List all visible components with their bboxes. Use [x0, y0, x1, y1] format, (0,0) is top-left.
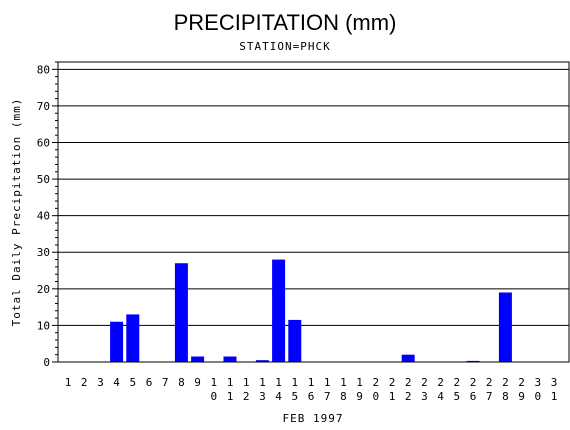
y-tick-label: 0: [43, 356, 50, 369]
x-tick-label: 0: [210, 390, 217, 403]
x-tick-label: 9: [194, 376, 201, 389]
y-tick-label: 30: [37, 246, 50, 259]
x-axis-label: FEB 1997: [283, 412, 344, 425]
x-tick-label: 0: [372, 390, 379, 403]
y-tick-label: 20: [37, 283, 50, 296]
x-tick-label: 1: [65, 376, 72, 389]
bar: [401, 354, 415, 362]
y-tick-label: 80: [37, 63, 50, 76]
x-tick-label: 1: [210, 376, 217, 389]
x-tick-label: 2: [486, 376, 493, 389]
bar: [288, 319, 302, 362]
chart-subtitle: STATION=PHCK: [239, 40, 330, 53]
x-tick-label: 1: [275, 376, 282, 389]
bar: [272, 259, 286, 362]
bars-group: [110, 259, 512, 362]
x-tick-label: 8: [340, 390, 347, 403]
x-tick-label: 7: [162, 376, 169, 389]
x-tick-label: 4: [113, 376, 120, 389]
x-tick-label: 6: [470, 390, 477, 403]
bar: [466, 360, 480, 362]
x-tick-label: 2: [437, 376, 444, 389]
x-tick-label: 1: [356, 376, 363, 389]
x-tick-label: 3: [534, 376, 541, 389]
x-tick-label: 1: [324, 376, 331, 389]
x-tick-label: 1: [227, 390, 234, 403]
y-tick-label: 10: [37, 319, 50, 332]
x-tick-label: 5: [453, 390, 460, 403]
x-tick-label: 2: [518, 376, 525, 389]
x-tick-label: 1: [551, 390, 558, 403]
gridlines: [58, 68, 569, 326]
x-tick-label: 5: [129, 376, 136, 389]
plot-frame: [57, 61, 570, 363]
x-tick-label: 2: [405, 376, 412, 389]
x-tick-label: 9: [518, 390, 525, 403]
x-tick-label: 6: [146, 376, 153, 389]
x-tick-label: 1: [308, 376, 315, 389]
x-tick-label: 1: [291, 376, 298, 389]
bar: [110, 321, 124, 362]
x-tick-label: 7: [486, 390, 493, 403]
x-tick-label: 9: [356, 390, 363, 403]
x-tick-label: 8: [502, 390, 509, 403]
x-tick-label: 2: [453, 376, 460, 389]
x-tick-label: 1: [389, 390, 396, 403]
y-tick-label: 50: [37, 173, 50, 186]
x-tick-label: 4: [437, 390, 444, 403]
x-tick-label: 2: [389, 376, 396, 389]
y-tick-label: 40: [37, 210, 50, 223]
x-tick-label: 5: [291, 390, 298, 403]
y-tick-label: 60: [37, 136, 50, 149]
x-tick-label: 2: [502, 376, 509, 389]
x-tick-label: 3: [259, 390, 266, 403]
x-tick-label: 1: [243, 376, 250, 389]
y-tick-label: 70: [37, 100, 50, 113]
x-tick-label: 3: [97, 376, 104, 389]
x-tick-label: 2: [372, 376, 379, 389]
x-tick-label: 8: [178, 376, 185, 389]
x-axis: 1 2 3 4 5 6 7 8 9 1011121314151617181920212223242…: [65, 376, 558, 403]
y-axis: 0 10 20 30 40 50 60 70 80: [37, 61, 58, 369]
x-tick-label: 0: [534, 390, 541, 403]
x-tick-label: 4: [275, 390, 282, 403]
bar: [126, 314, 140, 362]
x-tick-label: 2: [243, 390, 250, 403]
bar: [174, 263, 188, 362]
x-tick-label: 1: [259, 376, 266, 389]
x-tick-label: 1: [340, 376, 347, 389]
x-tick-label: 3: [551, 376, 558, 389]
x-tick-label: 2: [421, 376, 428, 389]
x-tick-label: 2: [405, 390, 412, 403]
x-tick-label: 7: [324, 390, 331, 403]
bar: [255, 360, 269, 362]
x-tick-label: 1: [227, 376, 234, 389]
x-tick-label: 6: [308, 390, 315, 403]
x-tick-label: 2: [81, 376, 88, 389]
bar: [223, 356, 237, 362]
x-tick-label: 2: [470, 376, 477, 389]
x-tick-label: 3: [421, 390, 428, 403]
bar: [498, 292, 512, 362]
y-axis-label: Total Daily Precipitation (mm): [10, 98, 23, 327]
chart-title: PRECIPITATION (mm): [174, 10, 397, 35]
bar: [191, 356, 205, 362]
